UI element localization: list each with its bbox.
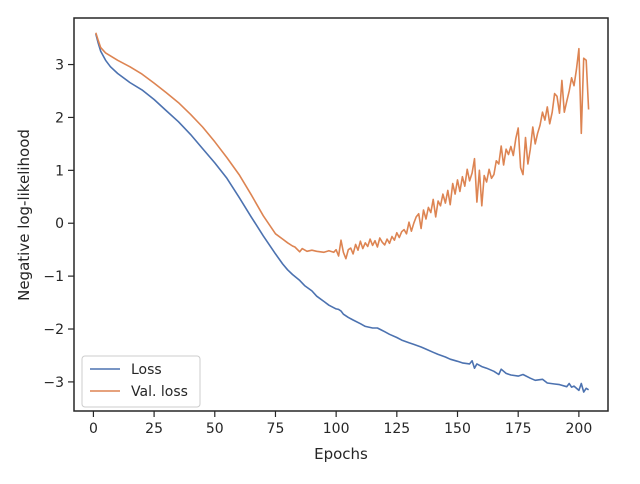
x-tick-label: 175 — [505, 421, 532, 437]
x-tick-label: 0 — [89, 421, 98, 437]
legend-label-val-loss: Val. loss — [131, 384, 188, 400]
legend: Loss Val. loss — [81, 355, 201, 408]
y-tick-label: −3 — [43, 375, 64, 391]
legend-label-loss: Loss — [131, 362, 162, 378]
x-tick-label: 100 — [323, 421, 350, 437]
y-tick-label: 3 — [55, 58, 64, 74]
y-axis: −3 −2 −1 0 1 2 3 — [43, 58, 74, 391]
series-line-loss — [95, 33, 590, 393]
x-tick-label: 200 — [566, 421, 593, 437]
series-layer — [95, 32, 590, 393]
x-axis: 0 25 50 75 100 125 150 175 200 — [89, 411, 592, 437]
x-tick-label: 150 — [444, 421, 471, 437]
plot-frame — [73, 17, 609, 412]
x-axis-label: Epochs — [314, 445, 368, 463]
y-tick-label: 2 — [55, 110, 64, 126]
y-tick-label: −2 — [43, 322, 64, 338]
x-tick-label: 75 — [267, 421, 285, 437]
x-tick-label: 125 — [383, 421, 410, 437]
x-tick-label: 50 — [206, 421, 224, 437]
y-tick-label: −1 — [43, 269, 64, 285]
y-tick-label: 1 — [55, 163, 64, 179]
series-line-val-loss — [95, 32, 590, 260]
x-tick-label: 25 — [145, 421, 163, 437]
y-tick-label: 0 — [55, 216, 64, 232]
y-axis-label: Negative log-likelihood — [15, 129, 33, 301]
